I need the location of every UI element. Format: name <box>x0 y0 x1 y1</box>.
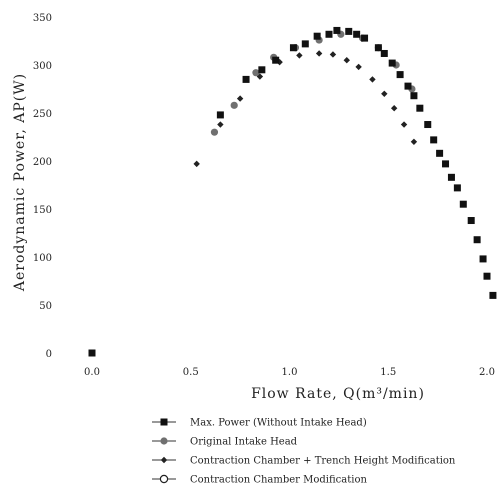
data-point-filled-circle <box>230 101 238 109</box>
y-tick-label: 200 <box>33 157 52 168</box>
data-point-filled-square <box>380 49 388 57</box>
legend-label: Original Intake Head <box>190 437 298 448</box>
y-tick-label: 100 <box>33 253 52 264</box>
data-point-filled-diamond <box>276 58 283 66</box>
data-point-filled-square <box>467 217 475 225</box>
data-point-filled-diamond <box>343 57 350 64</box>
data-points <box>88 26 497 357</box>
data-point-filled-square <box>345 27 353 35</box>
data-point-filled-square <box>410 92 418 100</box>
data-point-filled-square <box>430 136 438 144</box>
data-point-filled-diamond <box>400 121 408 128</box>
x-tick-label: 1.0 <box>282 367 298 378</box>
data-point-filled-square <box>289 44 297 52</box>
data-point-filled-circle <box>210 128 219 136</box>
data-point-filled-square <box>489 291 497 299</box>
legend: Max. Power (Without Intake Head) Original… <box>152 418 456 486</box>
x-tick-label: 1.5 <box>380 367 396 378</box>
y-tick-label: 50 <box>39 301 52 312</box>
legend-marker-filled-square <box>160 418 168 426</box>
legend-marker-filled-diamond <box>160 456 168 464</box>
data-point-filled-diamond <box>390 105 398 112</box>
legend-label: Contraction Chamber + Trench Height Modi… <box>190 456 456 467</box>
data-point-filled-square <box>396 71 404 79</box>
y-tick-label: 350 <box>33 13 52 24</box>
data-point-filled-circle <box>252 69 260 77</box>
legend-marker-open-circle <box>159 474 169 484</box>
data-point-filled-diamond <box>315 50 323 57</box>
data-point-filled-diamond <box>296 52 303 59</box>
data-point-filled-square <box>258 66 266 74</box>
legend-marker-filled-circle <box>160 437 168 445</box>
data-point-filled-square <box>424 121 432 129</box>
data-point-filled-square <box>313 32 321 40</box>
data-point-filled-square <box>459 200 467 208</box>
x-tick-label: 0.5 <box>183 367 199 378</box>
data-point-filled-square <box>436 149 444 157</box>
y-tick-label: 0 <box>46 349 52 360</box>
x-axis-ticks: 0.0 0.5 1.0 1.5 2.0 <box>84 367 495 378</box>
data-point-filled-square <box>353 30 361 38</box>
data-point-filled-square <box>325 30 333 38</box>
data-point-filled-diamond <box>329 51 337 58</box>
data-point-filled-square <box>216 111 224 119</box>
y-axis-ticks: 0 50 100 150 200 250 300 350 <box>33 13 52 360</box>
data-point-filled-square <box>442 160 450 168</box>
data-point-filled-square <box>242 75 250 83</box>
data-point-filled-diamond <box>381 90 388 97</box>
data-point-filled-square <box>473 236 481 244</box>
data-point-filled-diamond <box>236 95 244 102</box>
legend-label: Contraction Chamber Modification <box>190 475 367 486</box>
data-point-filled-diamond <box>355 63 362 71</box>
data-point-filled-square <box>388 59 396 67</box>
x-axis-label: Flow Rate, Q(m³/min) <box>251 386 425 402</box>
data-point-filled-square <box>404 82 412 90</box>
data-point-filled-square <box>272 56 280 64</box>
data-point-filled-diamond <box>410 138 418 145</box>
data-point-filled-diamond <box>193 160 200 168</box>
y-axis-label: Aerodynamic Power, AP(W) <box>12 73 28 292</box>
data-point-filled-square <box>453 184 461 192</box>
legend-label: Max. Power (Without Intake Head) <box>190 418 367 429</box>
data-point-filled-square <box>374 44 382 52</box>
data-point-filled-square <box>447 173 455 181</box>
x-tick-label: 2.0 <box>479 367 495 378</box>
data-point-filled-square <box>88 349 96 357</box>
y-tick-label: 300 <box>33 61 52 72</box>
x-tick-label: 0.0 <box>84 367 100 378</box>
data-point-filled-square <box>483 272 491 280</box>
data-point-filled-square <box>416 104 424 112</box>
data-point-filled-diamond <box>369 76 376 83</box>
data-point-filled-diamond <box>217 121 224 128</box>
data-point-filled-square <box>479 255 487 263</box>
data-point-filled-square <box>301 40 309 48</box>
y-tick-label: 250 <box>33 109 52 120</box>
data-point-filled-square <box>333 26 341 34</box>
data-point-filled-square <box>361 34 369 42</box>
y-tick-label: 150 <box>33 205 52 216</box>
